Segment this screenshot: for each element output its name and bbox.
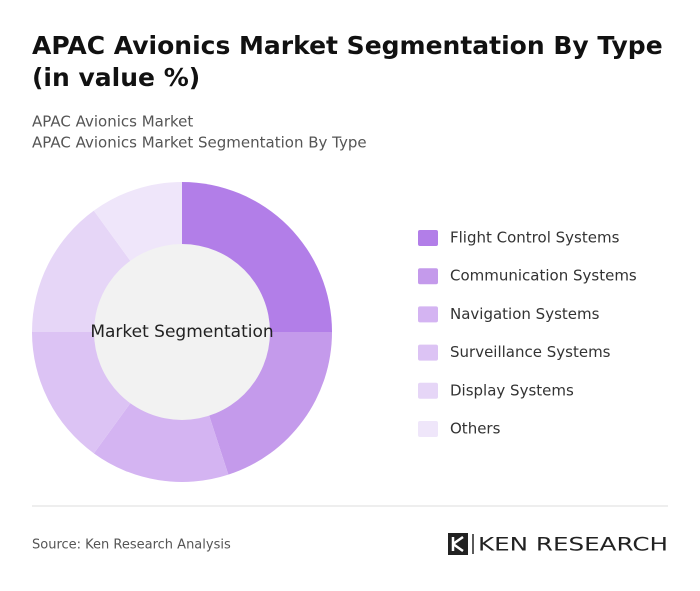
legend: Flight Control Systems Communication Syst… (418, 229, 637, 438)
legend-swatch (418, 344, 438, 361)
logo-icon (451, 535, 464, 553)
legend-label: Communication Systems (450, 267, 637, 285)
logo: KEN RESEARCH (448, 533, 668, 556)
donut-hole (94, 244, 270, 420)
legend-label: Others (450, 420, 501, 438)
legend-label: Surveillance Systems (450, 343, 611, 361)
legend-swatch (418, 268, 438, 285)
legend-label: Display Systems (450, 381, 574, 399)
logo-icon (448, 533, 468, 555)
legend-label: Navigation Systems (450, 305, 600, 323)
subtitle: APAC Avionics Market (32, 113, 193, 131)
legend-swatch (418, 306, 438, 323)
legend-swatch (418, 382, 438, 399)
source: Source: Ken Research Analysis (32, 538, 231, 553)
chart-title: APAC Avionics Market Segmentation By Typ… (32, 31, 663, 92)
legend-swatch (418, 421, 438, 437)
subtitle: APAC Avionics Market Segmentation By Typ… (32, 134, 367, 152)
legend-label: Flight Control Systems (450, 229, 620, 247)
legend-swatch (418, 230, 438, 246)
center-label: Market Segmentation (90, 322, 273, 342)
logo-text: KEN RESEARCH (478, 534, 668, 556)
